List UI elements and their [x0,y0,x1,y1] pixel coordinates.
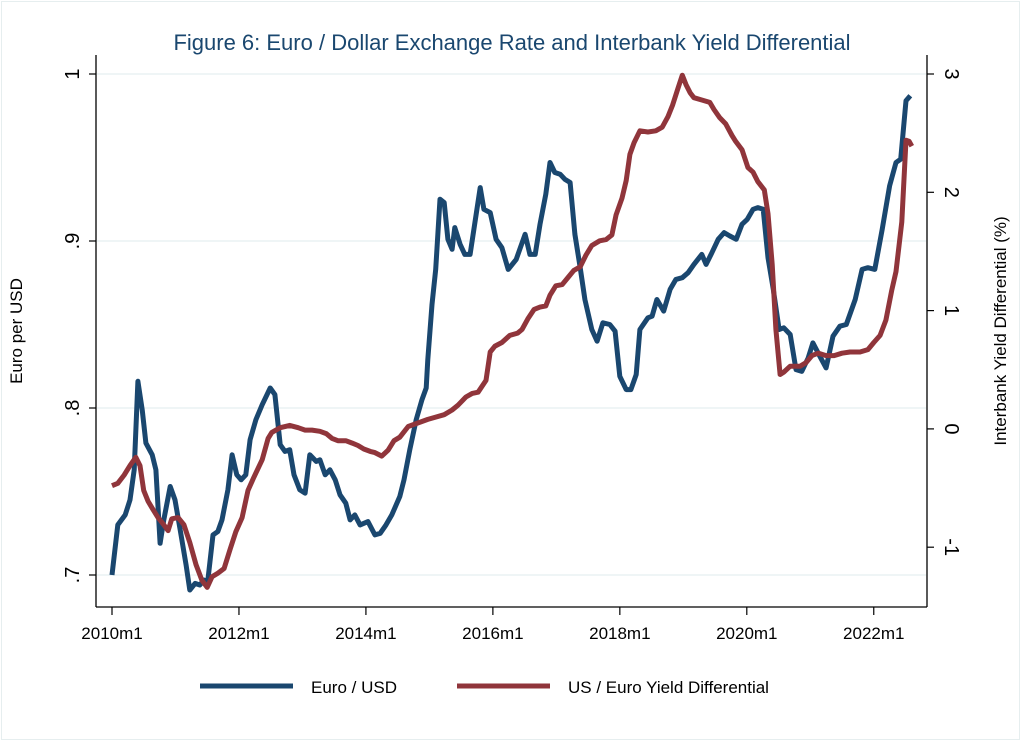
x-tick-label: 2020m1 [716,624,777,643]
y-left-axis-title: Euro per USD [7,278,26,384]
x-tick-label: 2014m1 [335,624,396,643]
y-left-tick-label: .7 [62,567,84,584]
y-right-tick-label: 2 [940,187,962,198]
x-tick-label: 2010m1 [81,624,142,643]
series-lines [109,72,914,593]
y-right-tick-label: 0 [940,423,962,434]
y-left-tick-label: .9 [62,233,84,250]
series-line-euro-usd [109,94,913,593]
legend: Euro / USD US / Euro Yield Differential [200,678,769,697]
gridlines [97,73,926,576]
axes [95,55,928,608]
y-left-tick-label: .8 [62,400,84,417]
legend-label-euro-usd: Euro / USD [311,678,397,697]
y-right-tick-label: -1 [940,538,962,556]
legend-label-yield-diff: US / Euro Yield Differential [568,678,769,697]
x-tick-label: 2022m1 [843,624,904,643]
x-tick-label: 2018m1 [589,624,650,643]
x-tick-label: 2012m1 [208,624,269,643]
ticks: 1 .9 .8 .7 3 2 1 0 -1 2010m1 2012m1 2014m1 2016m1 201… [62,68,962,643]
y-right-tick-label: 3 [940,68,962,79]
y-left-tick-label: 1 [62,68,84,79]
chart-title: Figure 6: Euro / Dollar Exchange Rate an… [173,30,850,55]
y-right-tick-label: 1 [940,305,962,316]
x-tick-label: 2016m1 [462,624,523,643]
series-line-yield-differential [111,72,914,590]
y-right-axis-title: Interbank Yield Differential (%) [991,216,1010,445]
